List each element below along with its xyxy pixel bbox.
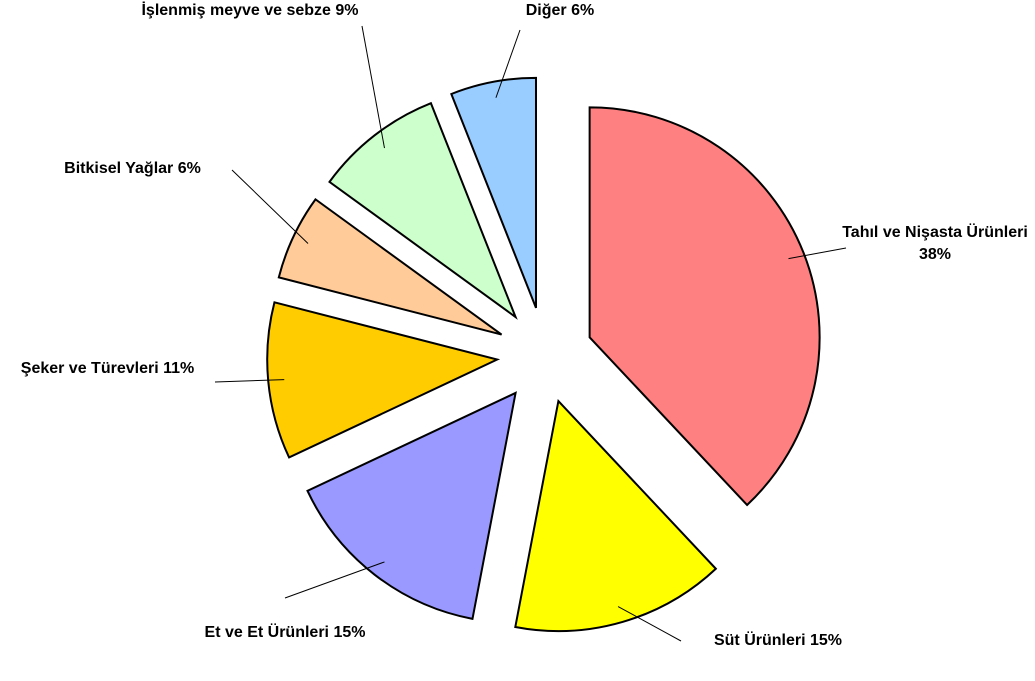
pie-slice xyxy=(450,76,538,309)
slice-label: Tahıl ve Nişasta Ürünleri 38% xyxy=(842,222,1028,266)
leader-line xyxy=(214,379,285,383)
category-name: Et ve Et Ürünleri xyxy=(204,624,329,641)
leader-line xyxy=(788,247,847,260)
value-label: 38% xyxy=(918,246,952,263)
category-name: Şeker ve Türevleri xyxy=(20,360,159,377)
leader-line xyxy=(617,606,682,642)
leader-line xyxy=(284,561,385,599)
value-label: 9% xyxy=(335,2,359,19)
value-label: 11% xyxy=(163,360,195,377)
category-name: Tahıl ve Nişasta Ürünleri xyxy=(842,224,1028,241)
pie-slice xyxy=(328,101,518,320)
slice-label: İşlenmiş meyve ve sebze 9% xyxy=(135,0,365,22)
pie-slice xyxy=(514,398,718,633)
slice-label: Süt Ürünleri 15% xyxy=(683,630,873,652)
category-name: Süt Ürünleri xyxy=(713,632,806,649)
value-label: 15% xyxy=(809,632,843,649)
value-label: 6% xyxy=(177,160,201,177)
pie-slice xyxy=(266,301,501,459)
category-name: Diğer xyxy=(525,2,567,19)
category-name: İşlenmiş meyve ve sebze xyxy=(141,2,331,19)
pie-slice xyxy=(277,197,503,336)
value-label: 6% xyxy=(571,2,595,19)
slice-label: Diğer 6% xyxy=(520,0,600,22)
slice-label: Şeker ve Türevleri 11% xyxy=(0,358,215,380)
value-label: 15% xyxy=(333,624,366,641)
category-name: Bitkisel Yağlar xyxy=(64,160,174,177)
pie-slice xyxy=(588,106,821,507)
leader-line xyxy=(495,29,521,98)
slice-label: Et ve Et Ürünleri 15% xyxy=(185,622,385,644)
leader-line xyxy=(361,25,385,149)
slice-label: Bitkisel Yağlar 6% xyxy=(30,158,235,180)
leader-line xyxy=(231,169,309,244)
pie-slice xyxy=(306,391,517,621)
